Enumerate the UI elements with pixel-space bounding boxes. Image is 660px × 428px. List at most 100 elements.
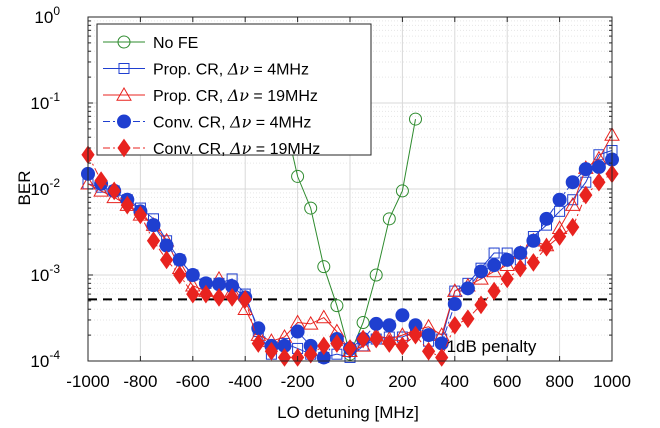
data-point xyxy=(473,270,489,285)
data-point xyxy=(159,250,174,270)
data-point xyxy=(435,348,449,367)
legend-marker xyxy=(116,86,132,101)
data-point xyxy=(172,252,187,267)
y-tick-label: 10-1 xyxy=(30,90,60,113)
data-point xyxy=(566,217,580,237)
data-point xyxy=(526,253,541,272)
data-point xyxy=(382,212,396,226)
x-tick-label: -600 xyxy=(176,372,210,391)
data-point xyxy=(317,336,331,356)
data-point xyxy=(552,227,567,246)
legend-marker xyxy=(117,114,131,129)
x-tick-label: 400 xyxy=(441,372,469,391)
data-point xyxy=(315,309,332,324)
data-point xyxy=(591,160,606,175)
legend-marker xyxy=(117,35,131,49)
y-tick-label: 10-3 xyxy=(30,262,60,285)
data-point xyxy=(304,201,318,215)
data-point xyxy=(212,287,226,307)
data-point xyxy=(513,246,528,261)
legend: No FE Prop. CR, Δν = 4MHz Prop. CR, Δν = 1… xyxy=(96,23,372,158)
data-point xyxy=(291,169,305,183)
data-point xyxy=(395,336,410,356)
data-point xyxy=(382,318,397,333)
data-point xyxy=(277,348,292,367)
data-point xyxy=(120,195,134,215)
y-tick-label: 10-2 xyxy=(30,176,60,199)
data-point xyxy=(369,268,383,282)
data-point xyxy=(107,181,121,201)
data-point xyxy=(94,171,108,191)
y-tick-label: 100 xyxy=(34,4,60,27)
data-point xyxy=(421,328,436,343)
data-point xyxy=(460,281,475,296)
legend-item-1: No FE xyxy=(103,35,198,52)
legend-marker xyxy=(117,138,131,158)
data-point xyxy=(343,339,357,358)
x-tick-label: 1000 xyxy=(593,372,631,391)
y-tick-label: 10-4 xyxy=(30,348,60,371)
data-point xyxy=(199,284,213,304)
data-point xyxy=(409,112,422,126)
series-layer xyxy=(80,112,620,367)
data-point xyxy=(133,205,148,225)
data-point xyxy=(330,299,344,313)
x-axis-label: LO detuning [MHz] xyxy=(277,403,419,422)
data-point xyxy=(487,281,501,301)
data-point xyxy=(302,315,319,330)
data-point xyxy=(474,264,488,279)
data-point xyxy=(369,316,384,331)
data-point xyxy=(369,329,383,349)
data-point xyxy=(578,162,593,177)
data-point xyxy=(395,308,410,323)
data-point xyxy=(488,247,500,259)
data-point xyxy=(186,284,200,304)
data-point xyxy=(304,344,318,364)
data-point xyxy=(592,172,606,192)
tick-layer: -1000 -800 -600 -400 -200 0 200 400 600 800 1000 10… xyxy=(30,4,631,391)
data-point xyxy=(238,290,252,309)
data-point xyxy=(500,252,515,267)
data-point xyxy=(146,231,161,251)
data-point xyxy=(564,197,581,211)
data-point xyxy=(513,258,527,278)
y-axis-label: BER xyxy=(15,171,34,206)
legend-item-2: Prop. CR, Δν = 4MHz xyxy=(103,60,309,79)
data-point xyxy=(356,329,370,349)
data-point xyxy=(487,258,502,273)
legend-label: Prop. CR, Δν = 19MHz xyxy=(153,86,318,105)
data-point xyxy=(395,184,409,198)
data-point xyxy=(159,238,174,253)
x-tick-label: -1000 xyxy=(66,372,109,391)
legend-item-4: Conv. CR, Δν = 4MHz xyxy=(103,113,311,132)
data-point xyxy=(593,149,605,161)
data-point xyxy=(356,316,370,330)
legend-label: Conv. CR, Δν = 4MHz xyxy=(153,113,311,132)
data-point xyxy=(317,260,331,274)
data-point xyxy=(526,233,541,248)
x-tick-label: 600 xyxy=(493,372,521,391)
data-point xyxy=(382,334,396,353)
data-point xyxy=(264,341,279,361)
data-point xyxy=(330,334,344,353)
legend-label: Prop. CR, Δν = 4MHz xyxy=(153,60,309,79)
legend-item-5: Conv. CR, Δν = 19MHz xyxy=(103,138,320,158)
x-tick-label: 0 xyxy=(345,372,354,391)
data-point xyxy=(500,269,514,289)
data-point xyxy=(446,283,463,297)
legend-box xyxy=(96,23,372,156)
series-5 xyxy=(81,145,619,367)
data-point xyxy=(93,182,109,197)
data-point xyxy=(539,237,554,257)
data-point xyxy=(251,334,265,353)
data-point xyxy=(552,192,567,207)
x-tick-label: -400 xyxy=(228,372,262,391)
data-point xyxy=(447,297,462,312)
x-tick-label: 800 xyxy=(545,372,573,391)
legend-label: No FE xyxy=(153,35,198,52)
data-point xyxy=(237,301,254,315)
data-point xyxy=(290,324,305,339)
data-point xyxy=(421,341,436,361)
data-point xyxy=(408,325,423,345)
